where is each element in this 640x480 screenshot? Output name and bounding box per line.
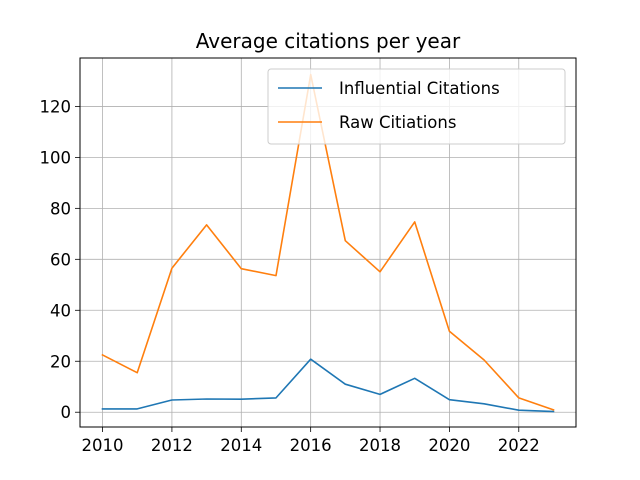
series-lines (101, 73, 555, 413)
y-tick-label: 20 (50, 352, 71, 371)
chart-title: Average citations per year (196, 29, 461, 53)
series-line-1 (101, 73, 555, 411)
series-line-0 (101, 358, 555, 413)
legend: Influential Citations Raw Citiations (267, 68, 566, 145)
x-tick-label: 2010 (82, 436, 124, 455)
x-tick-label: 2016 (290, 436, 332, 455)
legend-label-0: Influential Citations (339, 79, 500, 98)
x-tick-label: 2022 (498, 436, 540, 455)
x-tick-label: 2014 (220, 436, 262, 455)
y-tick-label: 0 (61, 403, 72, 422)
axis-ticks: 2010 2012 2014 2016 2018 2020 2022 0 20 40 60 80 100… (40, 97, 540, 455)
legend-label-1: Raw Citiations (339, 113, 456, 132)
y-tick-label: 80 (50, 199, 71, 218)
y-tick-label: 100 (40, 148, 72, 167)
x-tick-label: 2018 (359, 436, 401, 455)
y-tick-label: 40 (50, 301, 71, 320)
plot-frame (79, 57, 577, 428)
y-tick-label: 120 (40, 97, 72, 116)
x-tick-label: 2020 (428, 436, 470, 455)
x-tick-label: 2012 (151, 436, 193, 455)
legend-box (267, 68, 566, 145)
y-tick-label: 60 (50, 250, 71, 269)
